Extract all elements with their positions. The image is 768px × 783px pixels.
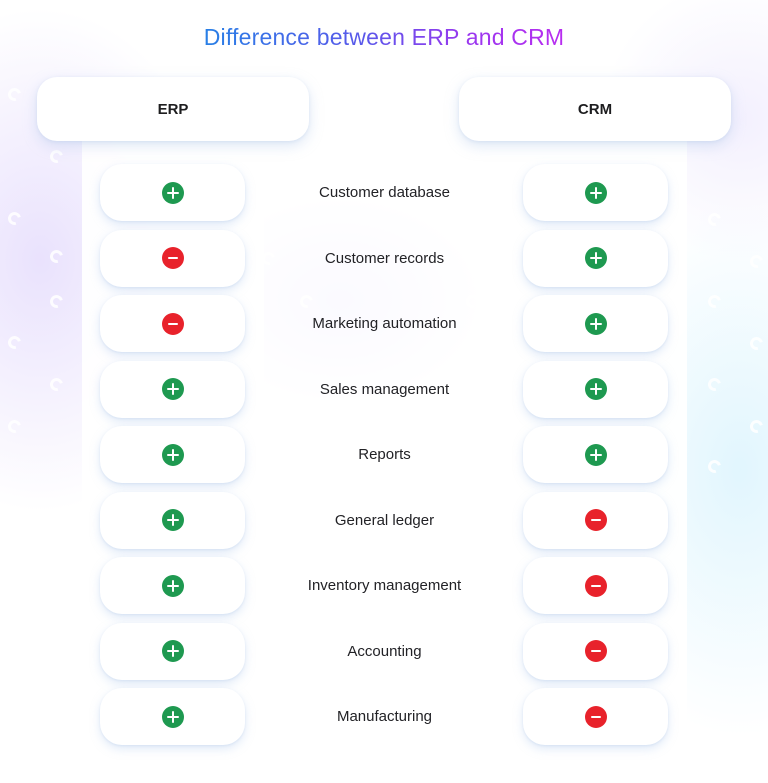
- minus-circle-icon: [584, 640, 607, 662]
- crm-cell: [523, 360, 668, 418]
- erp-column-header: ERP: [37, 77, 309, 141]
- table-row: General ledger: [0, 491, 768, 558]
- erp-cell: [100, 622, 245, 680]
- feature-column-panel: [264, 140, 505, 770]
- feature-label: Accounting: [347, 642, 422, 660]
- table-row: Sales management: [0, 360, 768, 427]
- minus-circle-icon: [584, 509, 607, 531]
- plus-circle-icon: [161, 574, 184, 597]
- plus-circle-icon: [584, 247, 607, 269]
- feature-label: Manufacturing: [336, 708, 433, 725]
- page-title: Difference between ERP and CRM: [174, 24, 594, 51]
- minus-circle-icon: [161, 247, 184, 269]
- crm-cell: [523, 229, 668, 287]
- erp-cell: [100, 491, 245, 549]
- table-row: Customer database: [0, 164, 768, 230]
- plus-circle-icon: [584, 181, 607, 204]
- plus-circle-icon: [584, 378, 607, 400]
- comparison-table: Customer database Customer records Marke…: [0, 164, 768, 754]
- crm-header-label: CRM: [577, 100, 613, 118]
- plus-circle-icon: [161, 509, 184, 531]
- crm-cell: [523, 491, 668, 549]
- plus-circle-icon: [161, 443, 184, 466]
- erp-cell: [100, 688, 245, 745]
- erp-cell: [100, 164, 245, 221]
- table-row: Marketing automation: [0, 295, 768, 361]
- feature-label: Marketing automation: [312, 315, 457, 332]
- table-row: Reports: [0, 426, 768, 492]
- erp-cell: [100, 360, 245, 418]
- crm-column-header: CRM: [459, 77, 731, 141]
- table-row: Accounting: [0, 622, 768, 689]
- plus-circle-icon: [161, 181, 184, 204]
- crm-cell: [523, 688, 668, 745]
- feature-label: Sales management: [319, 380, 450, 398]
- plus-circle-icon: [161, 705, 184, 728]
- crm-cell: [523, 557, 668, 614]
- minus-circle-icon: [161, 312, 184, 335]
- minus-circle-icon: [584, 574, 607, 597]
- plus-circle-icon: [584, 443, 607, 466]
- feature-label: Customer database: [319, 184, 450, 201]
- crm-cell: [523, 164, 668, 221]
- crm-cell: [523, 295, 668, 352]
- feature-label: Customer records: [324, 249, 445, 267]
- plus-circle-icon: [584, 312, 607, 335]
- erp-cell: [100, 426, 245, 483]
- plus-circle-icon: [161, 640, 184, 662]
- erp-header-label: ERP: [157, 100, 189, 118]
- feature-label: Reports: [358, 446, 411, 463]
- erp-cell: [100, 557, 245, 614]
- crm-cell: [523, 622, 668, 680]
- table-row: Manufacturing: [0, 688, 768, 754]
- erp-cell: [100, 229, 245, 287]
- feature-label: Inventory management: [307, 577, 462, 594]
- table-row: Inventory management: [0, 557, 768, 623]
- feature-label: General ledger: [334, 511, 435, 529]
- table-row: Customer records: [0, 229, 768, 296]
- erp-cell: [100, 295, 245, 352]
- crm-cell: [523, 426, 668, 483]
- minus-circle-icon: [584, 705, 607, 728]
- plus-circle-icon: [161, 378, 184, 400]
